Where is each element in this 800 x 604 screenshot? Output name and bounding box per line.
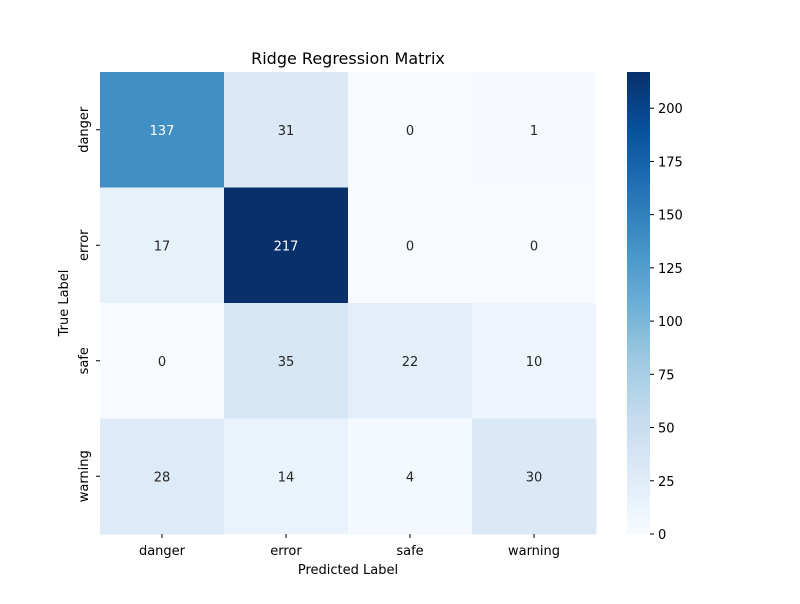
heatmap-cell [348, 187, 473, 304]
cell-value-label: 217 [274, 239, 299, 254]
y-tick-label: warning [77, 450, 92, 502]
cell-value-label: 0 [406, 124, 414, 139]
heatmap-cell [348, 418, 473, 535]
colorbar-tick-label: 25 [658, 475, 675, 490]
cell-value-label: 22 [402, 355, 419, 370]
colorbar [627, 72, 650, 534]
chart-title: Ridge Regression Matrix [251, 49, 445, 68]
x-tick-label: error [270, 544, 302, 559]
colorbar-ticks: 0 25 50 75 100 125 150 175 200 [650, 102, 683, 543]
heatmap-cell [348, 303, 473, 419]
x-axis-ticks: danger error safe warning [139, 534, 560, 559]
heatmap-cell [224, 72, 349, 188]
x-axis-label: Predicted Label [298, 563, 398, 578]
heatmap-cell [472, 418, 597, 535]
colorbar-tick-label: 150 [658, 209, 683, 224]
x-tick-label: safe [396, 544, 423, 559]
heatmap-cell-labels: 137 31 0 1 17 217 0 0 0 35 22 10 28 14 4 30 [150, 124, 543, 486]
cell-value-label: 0 [530, 239, 538, 254]
heatmap-cells [100, 72, 597, 535]
cell-value-label: 28 [154, 470, 171, 485]
heatmap-cell [348, 72, 473, 188]
cell-value-label: 4 [406, 470, 414, 485]
heatmap-cell [472, 72, 597, 188]
heatmap-cell [224, 187, 349, 304]
heatmap-cell [224, 303, 349, 419]
heatmap-cell [100, 303, 225, 419]
heatmap-cell [100, 72, 225, 188]
cell-value-label: 17 [154, 239, 171, 254]
y-tick-label: danger [77, 106, 92, 153]
x-tick-label: danger [139, 544, 186, 559]
heatmap-cell [224, 418, 349, 535]
cell-value-label: 35 [278, 355, 295, 370]
colorbar-tick-label: 175 [658, 155, 683, 170]
cell-value-label: 31 [278, 124, 295, 139]
colorbar-tick-label: 50 [658, 422, 675, 437]
cell-value-label: 30 [526, 470, 543, 485]
heatmap-cell [100, 418, 225, 535]
y-tick-label: safe [77, 347, 92, 374]
heatmap-cell [472, 187, 597, 304]
colorbar-tick-label: 100 [658, 315, 683, 330]
cell-value-label: 137 [150, 124, 175, 139]
cell-value-label: 0 [406, 239, 414, 254]
y-tick-label: error [77, 229, 92, 261]
colorbar-tick-label: 125 [658, 262, 683, 277]
x-tick-label: warning [508, 544, 560, 559]
y-axis-label: True Label [57, 270, 72, 338]
cell-value-label: 14 [278, 470, 295, 485]
colorbar-tick-label: 75 [658, 368, 675, 383]
y-axis-ticks: danger error safe warning [77, 106, 100, 502]
cell-value-label: 1 [530, 124, 538, 139]
heatmap-cell [472, 303, 597, 419]
colorbar-tick-label: 200 [658, 102, 683, 117]
cell-value-label: 0 [158, 355, 166, 370]
cell-value-label: 10 [526, 355, 543, 370]
colorbar-tick-label: 0 [658, 528, 666, 543]
heatmap-cell [100, 187, 225, 304]
